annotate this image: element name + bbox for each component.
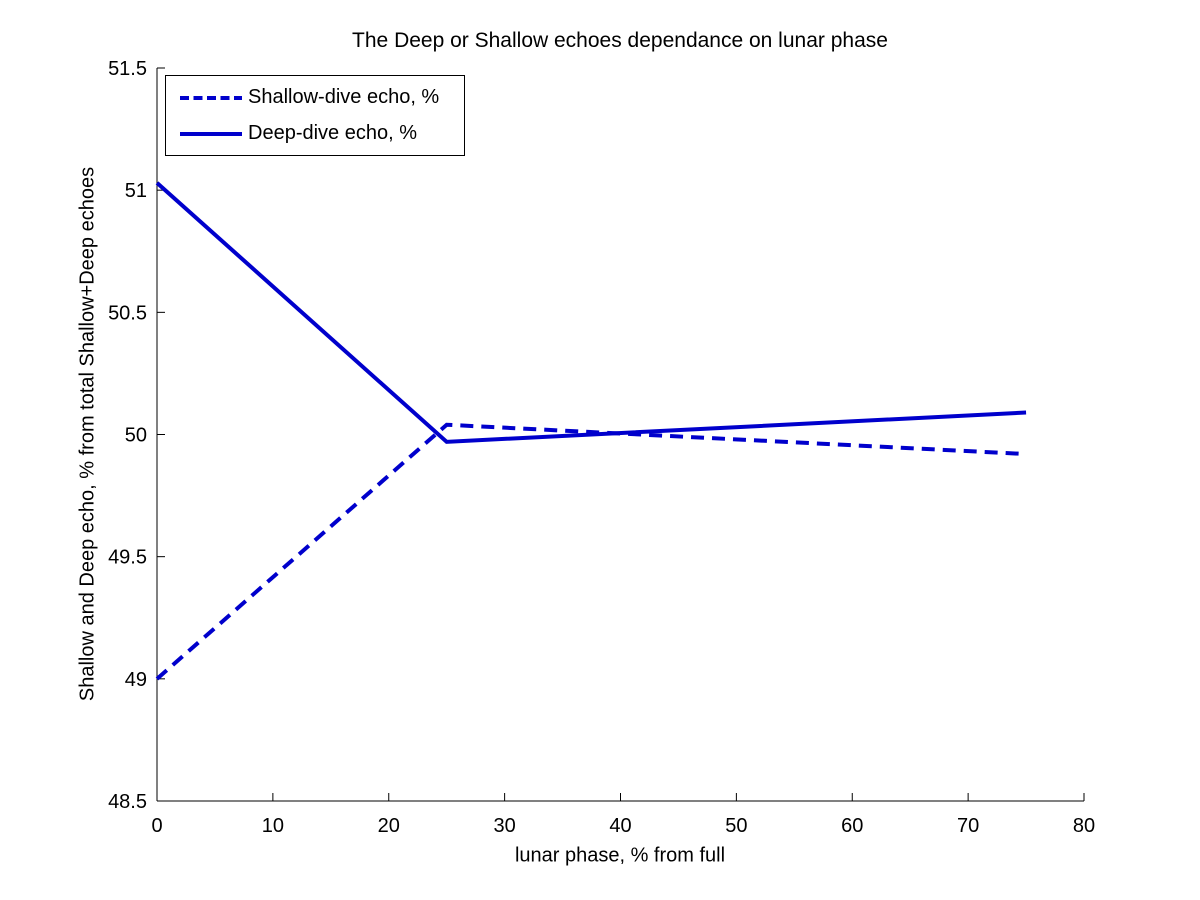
x-tick-label: 60 [841, 815, 863, 837]
legend-label-deep-dive-echo: Deep-dive echo, % [248, 122, 417, 144]
x-tick-label: 40 [609, 815, 631, 837]
x-tick-label: 20 [378, 815, 400, 837]
x-tick-label: 50 [725, 815, 747, 837]
legend-item-shallow-dive-echo: Shallow-dive echo, % [166, 80, 464, 116]
legend: Shallow-dive echo, % Deep-dive echo, % [165, 75, 465, 156]
legend-label-shallow-dive-echo: Shallow-dive echo, % [248, 86, 440, 108]
x-tick-label: 80 [1073, 815, 1095, 837]
x-tick-label: 0 [151, 815, 162, 837]
y-tick-label: 49 [125, 669, 147, 691]
y-tick-label: 51.5 [108, 58, 147, 80]
x-tick-label: 30 [494, 815, 516, 837]
legend-item-deep-dive-echo: Deep-dive echo, % [166, 116, 464, 152]
y-tick-label: 51 [125, 180, 147, 202]
shallow-dive-echo-line [155, 422, 1027, 681]
x-axis-label: lunar phase, % from full [514, 844, 726, 867]
x-tick-label: 10 [262, 815, 284, 837]
y-tick-label: 49.5 [108, 547, 147, 569]
solid-line-sample [180, 131, 242, 136]
y-tick-label: 48.5 [108, 791, 147, 813]
y-axis-label: Shallow and Deep echo, % from total Shal… [76, 166, 99, 702]
x-tick-label: 70 [957, 815, 979, 837]
deep-dive-echo-line [155, 181, 1027, 444]
y-tick-label: 50 [125, 425, 147, 447]
y-tick-label: 50.5 [108, 302, 147, 324]
chart-title: The Deep or Shallow echoes dependance on… [352, 29, 888, 52]
dashed-line-sample [180, 95, 242, 100]
